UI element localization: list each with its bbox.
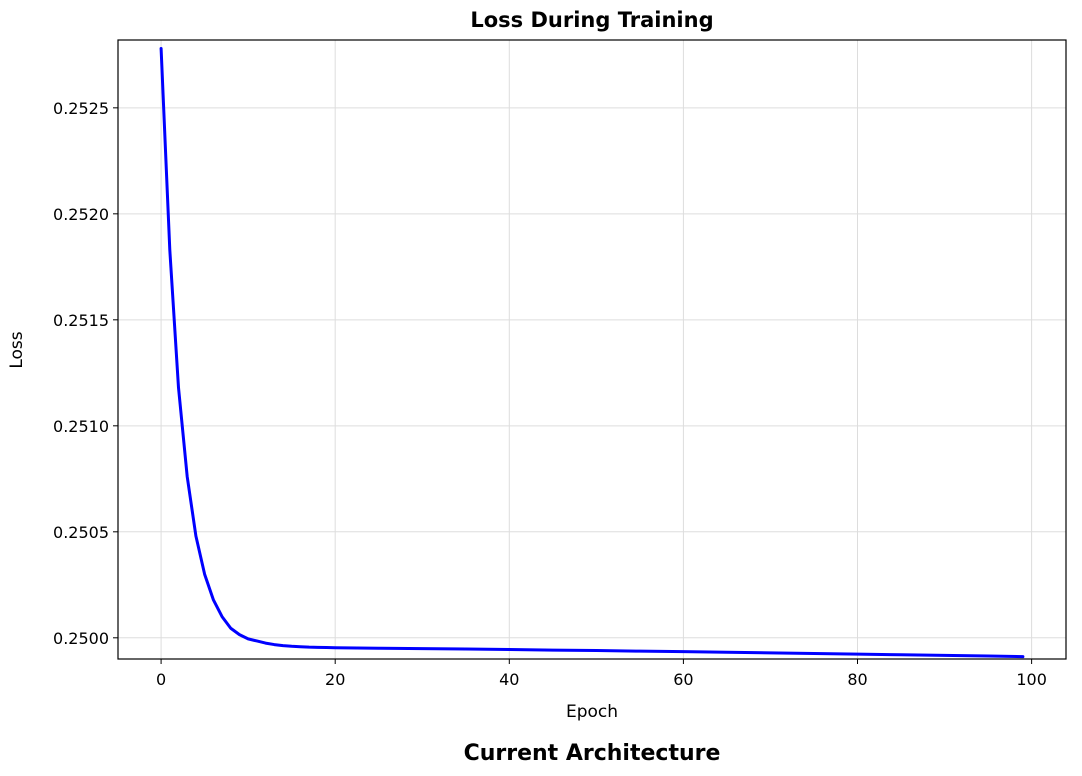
y-axis-label: Loss bbox=[7, 331, 27, 368]
plot-frame bbox=[117, 39, 1067, 660]
y-tick-label: 0.2510 bbox=[53, 417, 109, 436]
x-tick-label: 40 bbox=[499, 670, 519, 689]
x-tick-label: 80 bbox=[847, 670, 867, 689]
x-tick-label: 20 bbox=[325, 670, 345, 689]
grid-layer bbox=[118, 40, 1066, 659]
x-tick-label: 60 bbox=[673, 670, 693, 689]
y-tick-label: 0.2520 bbox=[53, 205, 109, 224]
loss-series-line bbox=[159, 46, 1025, 659]
y-tick-label: 0.2525 bbox=[53, 99, 109, 118]
footer-title: Current Architecture bbox=[464, 741, 721, 766]
chart-title: Loss During Training bbox=[470, 8, 713, 32]
y-tick-label: 0.2515 bbox=[53, 311, 109, 330]
y-tick-label: 0.2505 bbox=[53, 523, 109, 542]
x-tick-label: 100 bbox=[1016, 670, 1047, 689]
line-layer bbox=[159, 46, 1025, 659]
tick-layer: 0 20 40 60 80 100 0.2500 0.2505 0.2510 0.2515 0.25… bbox=[53, 99, 1047, 689]
x-tick-label: 0 bbox=[156, 670, 166, 689]
x-axis-label: Epoch bbox=[566, 702, 618, 722]
y-tick-label: 0.2500 bbox=[53, 629, 109, 648]
